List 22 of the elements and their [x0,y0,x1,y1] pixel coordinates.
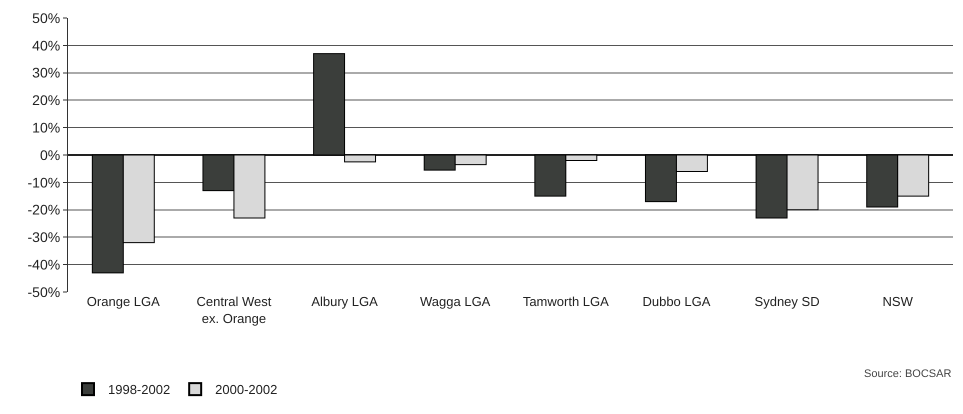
y-tick-label: -50% [28,284,60,300]
y-tick-label: 40% [32,37,60,54]
y-tick-label: 50% [32,10,60,26]
y-tick-label: -30% [28,229,60,246]
x-tick-label: Tamworth LGA [522,294,610,309]
x-tick-label: NSW [882,294,914,309]
y-tick-label: 20% [32,92,60,108]
x-tick-label: Albury LGA [311,294,378,309]
legend-label: 1998-2002 [108,382,170,398]
y-tick-label: -10% [28,174,60,190]
y-tick-label: 30% [32,64,60,81]
source-note: Source: BOCSAR [864,368,952,380]
legend-label: 2000-2002 [215,382,278,398]
y-tick-label: 0% [40,146,60,163]
x-tick-label: Central West ex. Orange [196,294,272,326]
x-tick-label: Orange LGA [86,294,160,309]
y-tick-label: -40% [28,256,60,272]
x-tick-label: Dubbo LGA [642,294,711,309]
x-tick-label: Wagga LGA [420,294,491,309]
x-tick-label: Sydney SD [754,294,820,309]
y-tick-label: 10% [32,120,60,136]
y-tick-label: -20% [28,202,60,218]
